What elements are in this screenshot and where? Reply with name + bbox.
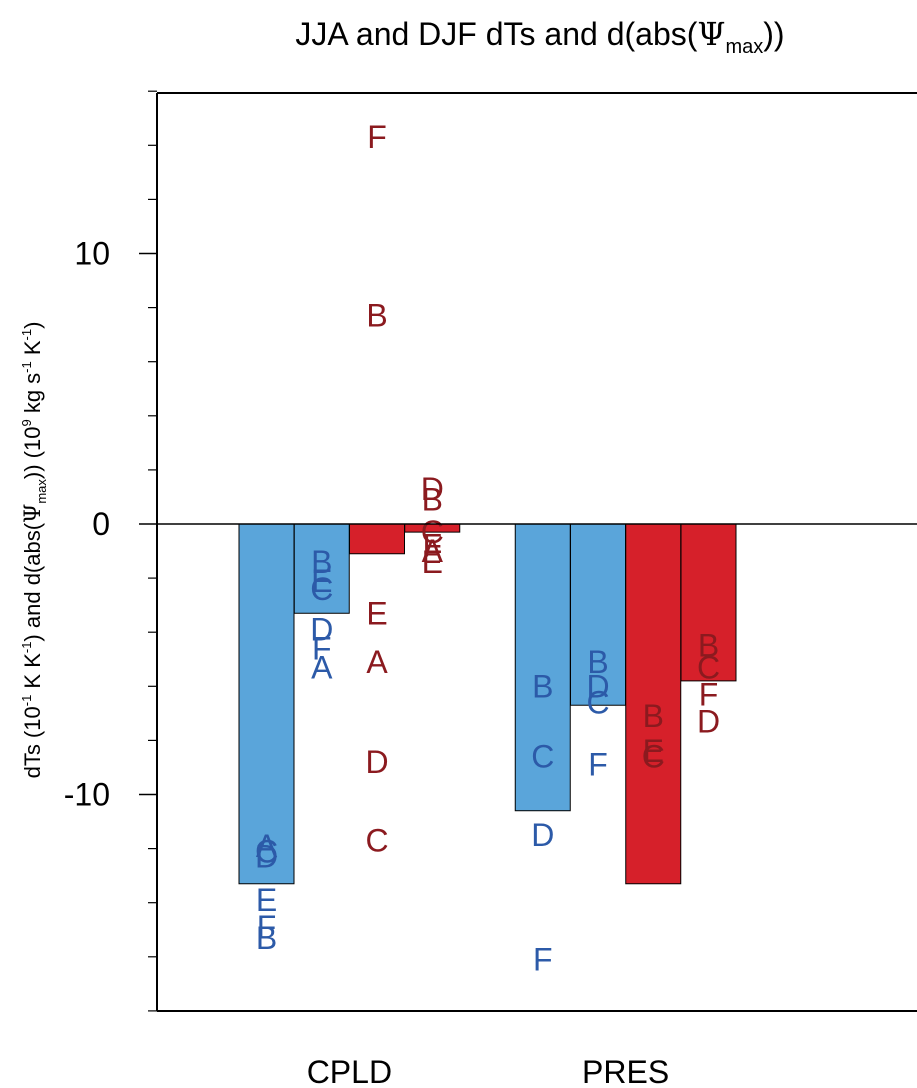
point-label-F: F — [422, 528, 442, 564]
point-label-B: B — [311, 544, 332, 580]
point-label-F: F — [312, 630, 332, 666]
ylabel-sup: -1 — [19, 642, 34, 654]
y-tick-label: 10 — [74, 236, 110, 272]
bar-2 — [293, 523, 350, 614]
point-label-C: C — [365, 822, 388, 858]
title-psi: Ψ — [697, 15, 725, 53]
point-label-E: E — [643, 733, 664, 769]
point-label-D: D — [421, 471, 444, 507]
point-label-B: B — [643, 698, 664, 734]
point-label-C: C — [255, 833, 278, 869]
point-label-E: E — [366, 595, 387, 631]
point-label-B: B — [422, 482, 443, 518]
y-tick-label: -10 — [64, 777, 110, 813]
ylabel-sup: 9 — [19, 419, 34, 426]
point-label-D: D — [365, 744, 388, 780]
point-label-A: A — [366, 644, 388, 680]
point-label-C: C — [642, 739, 665, 775]
point-label-B: B — [698, 628, 719, 664]
point-label-C: C — [310, 571, 333, 607]
point-label-B: B — [532, 668, 553, 704]
point-label-D: D — [310, 611, 333, 647]
point-label-C: C — [531, 739, 554, 775]
point-label-B: B — [587, 644, 608, 680]
point-label-F: F — [699, 676, 719, 712]
point-label-F: F — [588, 747, 608, 783]
point-label-F: F — [367, 119, 387, 155]
ylabel-sup: -1 — [19, 329, 34, 341]
bar-1 — [238, 523, 295, 885]
axis-layer: -10 0 10 CPLD PRES — [64, 90, 917, 1088]
point-label-F: F — [533, 942, 553, 978]
title-pre: JJA and DJF dTs and d(abs( — [295, 16, 697, 52]
ylabel-psi: Ψ — [21, 504, 46, 523]
ylabel-part: ) — [20, 322, 45, 329]
category-label-pres: PRES — [582, 1054, 669, 1088]
bar-3 — [349, 523, 405, 555]
ylabel-sub: max — [34, 479, 49, 504]
chart-title: JJA and DJF dTs and d(abs(Ψmax)) — [295, 15, 784, 58]
y-axis-label: dTs (10-1 K K-1) and d(abs(Ψmax)) (109 k… — [19, 322, 49, 779]
point-label-A: A — [422, 533, 444, 569]
point-label-A: A — [311, 649, 333, 685]
point-label-C: C — [421, 514, 444, 550]
category-label-cpld: CPLD — [307, 1054, 392, 1088]
bar-8 — [680, 523, 737, 682]
point-label-E: E — [311, 563, 332, 599]
point-label-A: A — [256, 828, 278, 864]
ylabel-sup: -1 — [19, 695, 34, 707]
point-label-C: C — [586, 685, 609, 721]
ylabel-part: K — [20, 340, 45, 361]
point-label-E: E — [256, 882, 277, 918]
bar-7 — [625, 523, 682, 885]
ylabel-part: ) and d(abs( — [20, 522, 45, 641]
point-label-F: F — [257, 909, 277, 945]
point-label-B: B — [366, 298, 387, 334]
ylabel-part: K K — [20, 653, 45, 695]
point-label-C: C — [697, 649, 720, 685]
ylabel-part: dTs (10 — [20, 706, 45, 778]
ylabel-sup: -1 — [19, 361, 34, 373]
point-label-B: B — [256, 920, 277, 956]
point-label-D: D — [586, 668, 609, 704]
point-label-D: D — [531, 817, 554, 853]
title-sub: max — [725, 36, 763, 58]
title-post: )) — [763, 16, 784, 52]
ylabel-part: )) (10 — [20, 427, 45, 480]
ylabel-part: kg s — [20, 373, 45, 419]
point-label-D: D — [255, 839, 278, 875]
y-tick-label: 0 — [92, 506, 110, 542]
point-label-E: E — [422, 544, 443, 580]
point-label-D: D — [697, 703, 720, 739]
